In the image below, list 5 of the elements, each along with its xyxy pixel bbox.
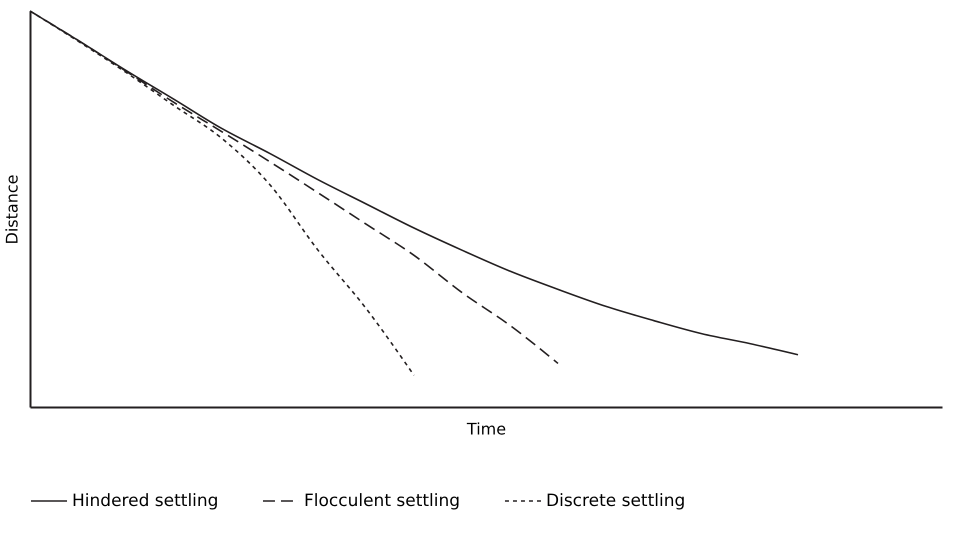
legend-label: Flocculent settling [304, 491, 460, 511]
x-axis-title: Time [466, 420, 506, 438]
legend-label: Hindered settling [72, 491, 218, 511]
y-axis-title: Distance [2, 174, 22, 244]
legend-label: Discrete settling [546, 491, 686, 511]
